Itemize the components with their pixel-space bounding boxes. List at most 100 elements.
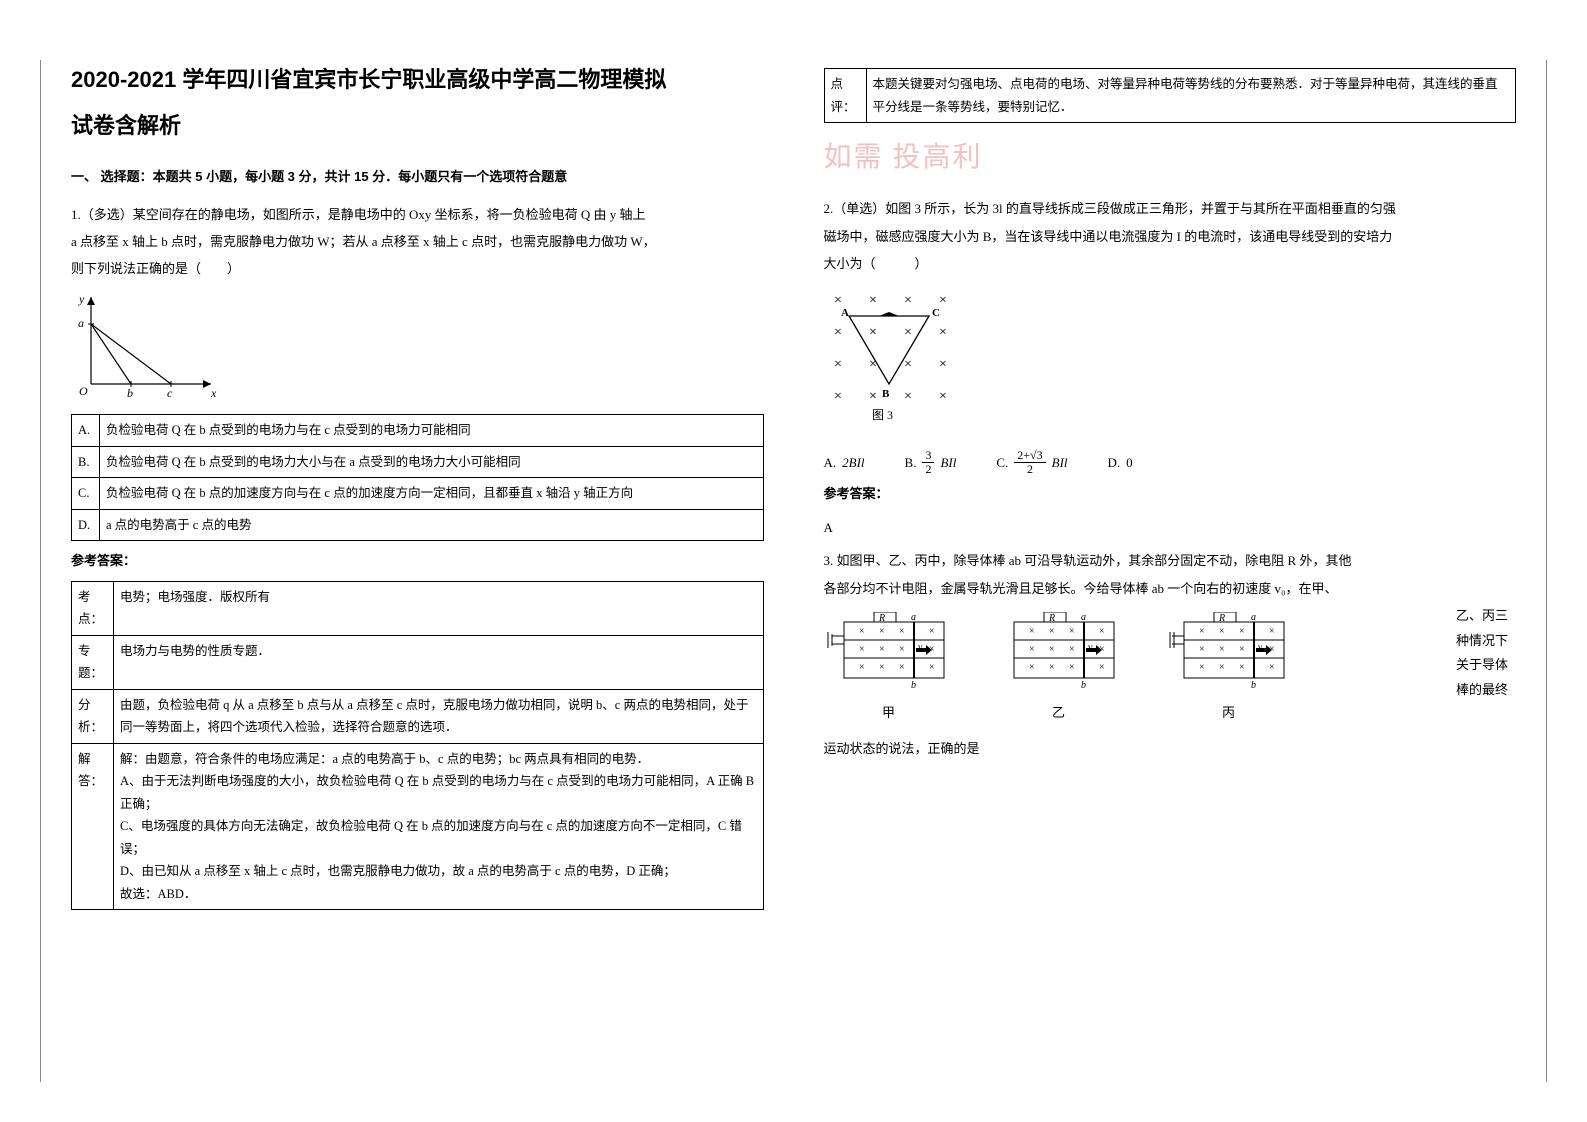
q2-optC: C. 2+√32 BIl (996, 449, 1067, 476)
q3-yi-R: R (1048, 613, 1055, 624)
svg-text:×: × (1239, 662, 1245, 673)
svg-text:×: × (1069, 626, 1075, 637)
q1-optC: 负检验电荷 Q 在 b 点的加速度方向与在 c 点的加速度方向一定相同，且都垂直… (100, 478, 764, 510)
svg-text:×: × (834, 325, 842, 340)
svg-text:×: × (1029, 644, 1035, 655)
q1-zt-lbl: 专题： (72, 635, 114, 689)
q3-side-1: 乙、丙三 (1456, 604, 1516, 629)
q1-optB: 负检验电荷 Q 在 b 点受到的电场力大小与在 a 点受到的电场力大小可能相同 (100, 446, 764, 478)
q1-optA: 负检验电荷 Q 在 b 点受到的电场力与在 c 点受到的电场力可能相同 (100, 415, 764, 447)
q3-fig-yi: R ×××× ×××× ×××× v₀ a b 乙 (994, 612, 1124, 725)
q1-jd: 解：由题意，符合条件的电场应满足：a 点的电势高于 b、c 点的电势；bc 两点… (114, 743, 764, 910)
q1-figure: y x O a b c (71, 289, 764, 406)
q3-side-text: 乙、丙三 种情况下 关于导体 棒的最终 (1456, 604, 1516, 703)
q2-optC-lbl: C. (996, 451, 1008, 474)
q2-optD-lbl: D. (1108, 451, 1121, 474)
section-1-heading: 一、 选择题：本题共 5 小题，每小题 3 分，共计 15 分．每小题只有一个选… (71, 165, 764, 188)
svg-text:×: × (929, 662, 935, 673)
svg-text:×: × (899, 662, 905, 673)
q2-optA-lbl: A. (824, 451, 837, 474)
q1-optD-label: D. (72, 509, 100, 541)
q1-options-table: A.负检验电荷 Q 在 b 点受到的电场力与在 c 点受到的电场力可能相同 B.… (71, 414, 764, 541)
q1-analysis-table: 考点：电势；电场强度．版权所有 专题：电场力与电势的性质专题． 分析：由题，负检… (71, 581, 764, 911)
q3-bing-b: b (1251, 680, 1256, 690)
svg-text:×: × (904, 357, 912, 372)
svg-text:×: × (1049, 662, 1055, 673)
svg-text:×: × (1049, 644, 1055, 655)
svg-text:×: × (939, 389, 947, 404)
svg-text:×: × (869, 357, 877, 372)
q3-cap-yi: 乙 (994, 701, 1124, 724)
svg-text:×: × (899, 644, 905, 655)
q1-stem-2: a 点移至 x 轴上 b 点时，需克服静电力做功 W；若从 a 点移至 x 轴上… (71, 230, 764, 253)
q2-answer-label: 参考答案： (824, 482, 1517, 505)
svg-text:×: × (869, 293, 877, 308)
svg-text:×: × (1239, 626, 1245, 637)
q2-stem-1: 2.（单选）如图 3 所示，长为 3l 的直导线拆成三段做成正三角形，并置于与其… (824, 197, 1517, 220)
svg-text:×: × (879, 644, 885, 655)
q2-fig-B: B (882, 388, 890, 400)
q1-stem-3: 则下列说法正确的是（ ） (71, 257, 764, 280)
q2-optB: B. 32 BIl (905, 449, 957, 476)
q2-options: A. 2 BIl B. 32 BIl C. 2+√32 BIl D. 0 (824, 449, 1517, 476)
dp-text: 本题关键要对匀强电场、点电荷的电场、对等量异种电荷等势线的分布要熟悉．对于等量异… (866, 69, 1516, 123)
svg-text:×: × (834, 389, 842, 404)
svg-text:×: × (859, 644, 865, 655)
svg-text:×: × (1069, 644, 1075, 655)
q1-fx: 由题，负检验电荷 q 从 a 点移至 b 点与从 a 点移至 c 点时，克服电场… (114, 689, 764, 743)
q2-optB-lbl: B. (905, 451, 917, 474)
svg-text:×: × (939, 357, 947, 372)
point-a: a (78, 316, 84, 330)
q1-kp-lbl: 考点： (72, 581, 114, 635)
q3-fig-jia: R ×××× ×××× ×××× v₀ a b 甲 (824, 612, 954, 725)
q3-cap-bing: 丙 (1164, 701, 1294, 724)
q2-optB-tail: BIl (940, 451, 956, 474)
q1-kp: 电势；电场强度．版权所有 (114, 581, 764, 635)
svg-text:×: × (1099, 626, 1105, 637)
svg-text:×: × (1099, 662, 1105, 673)
q2-figure: ×××× ×××× ×××× ×××× A C B 图 3 (824, 284, 1517, 441)
svg-text:×: × (859, 626, 865, 637)
q2-stem-2: 磁场中，磁感应强度大小为 B，当在该导线中通以电流强度为 I 的电流时，该通电导… (824, 225, 1517, 248)
dp-table: 点评：本题关键要对匀强电场、点电荷的电场、对等量异种电荷等势线的分布要熟悉．对于… (824, 68, 1517, 123)
svg-text:×: × (1269, 626, 1275, 637)
svg-text:×: × (859, 662, 865, 673)
q2-optB-num: 3 (922, 449, 934, 463)
svg-text:×: × (834, 293, 842, 308)
q1-fx-lbl: 分析： (72, 689, 114, 743)
q1-answer-label: 参考答案： (71, 549, 764, 572)
svg-text:×: × (939, 293, 947, 308)
svg-text:×: × (879, 662, 885, 673)
dp-lbl: 点评： (824, 69, 866, 123)
svg-text:×: × (899, 626, 905, 637)
svg-text:×: × (904, 293, 912, 308)
q3-yi-a: a (1081, 612, 1086, 623)
svg-text:×: × (1199, 662, 1205, 673)
q3-side-4: 棒的最终 (1456, 678, 1516, 703)
axis-y-label: y (78, 292, 85, 306)
point-c: c (167, 386, 173, 399)
q2-answer: A (824, 516, 1517, 539)
svg-text:×: × (879, 626, 885, 637)
svg-text:×: × (1029, 662, 1035, 673)
q2-optD: D. 0 (1108, 451, 1133, 474)
q3-cap-jia: 甲 (824, 701, 954, 724)
q1-zt: 电场力与电势的性质专题． (114, 635, 764, 689)
left-column: 2020-2021 学年四川省宜宾市长宁职业高级中学高二物理模拟 试卷含解析 一… (40, 60, 794, 1082)
svg-text:×: × (869, 389, 877, 404)
svg-text:×: × (1029, 626, 1035, 637)
svg-text:×: × (1199, 644, 1205, 655)
q3-figures: R ×××× ×××× ×××× v₀ a b 甲 (824, 612, 1449, 725)
q3-jia-R: R (878, 613, 885, 624)
svg-text:×: × (869, 325, 877, 340)
svg-text:×: × (904, 325, 912, 340)
q2-fig-C: C (932, 307, 940, 319)
svg-text:×: × (939, 325, 947, 340)
q3-bing-a: a (1251, 612, 1256, 623)
svg-text:×: × (904, 389, 912, 404)
q2-optB-den: 2 (922, 463, 934, 476)
svg-text:×: × (1199, 626, 1205, 637)
svg-text:×: × (1239, 644, 1245, 655)
q1-jd-lbl: 解答： (72, 743, 114, 910)
q2-fig-A: A (841, 307, 849, 319)
